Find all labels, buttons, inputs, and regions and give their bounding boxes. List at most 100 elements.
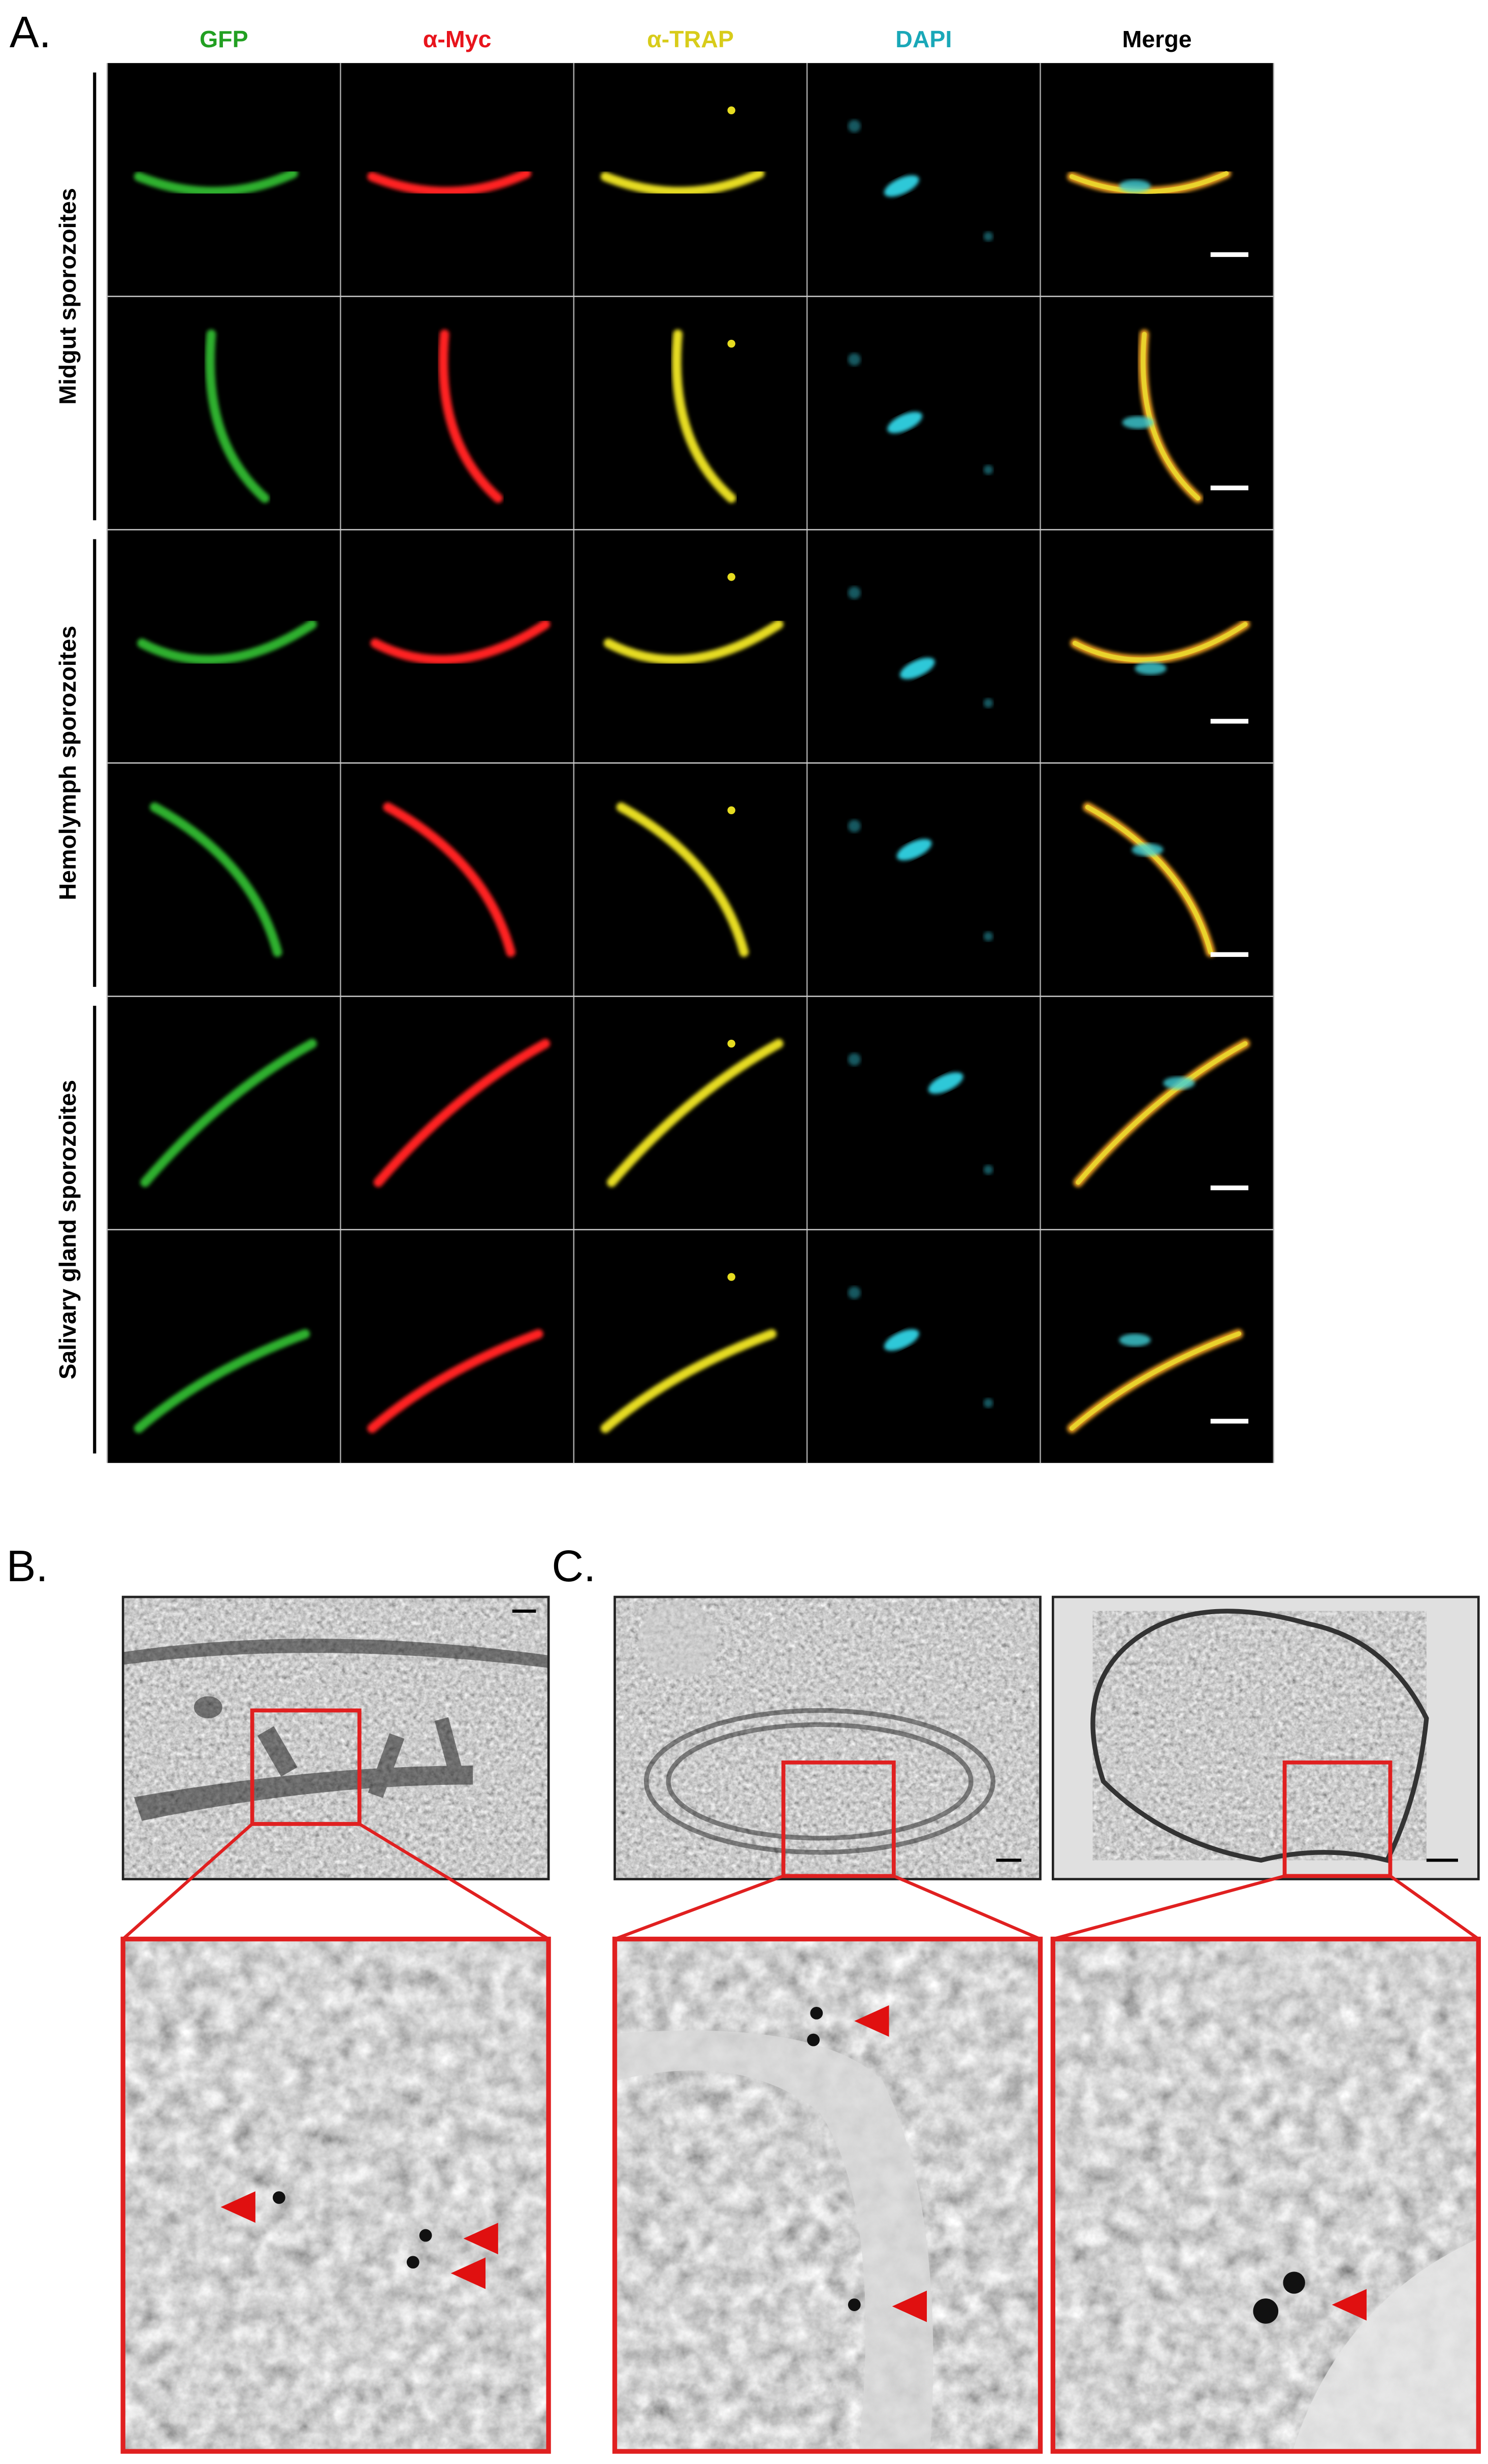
micrograph-background [573,763,807,997]
speck [727,1273,735,1281]
sporozoite [603,619,784,665]
scale-bar [1210,952,1249,957]
nucleus [896,839,932,860]
panel-label: A. [10,8,51,57]
sporozoite [600,169,765,197]
sporozoite-overlay [1069,1331,1242,1431]
micrograph-background [1040,763,1274,997]
nucleus [887,411,922,433]
speck [727,339,735,348]
em-zoom-image [614,1939,1041,2452]
micrograph [1040,763,1274,997]
micrograph [107,529,341,763]
column-header: Merge [1122,26,1192,52]
fluorescence-grid [106,63,1275,1463]
micrograph [1040,1229,1274,1463]
arrowheads [220,2191,498,2289]
micrograph-background [340,296,574,530]
column-header: α-Myc [423,26,492,52]
sporozoite [140,1039,317,1188]
scale-bar [1210,485,1249,491]
debris [983,698,993,708]
micrograph [573,1229,807,1463]
row-group-label: Salivary gland sporozoites [54,1080,81,1380]
speck [727,573,735,581]
row-group-label: Midgut sporozoites [54,188,81,405]
sporozoite [367,1329,544,1433]
micrograph [1040,529,1274,763]
zoom-line [122,1822,253,1940]
em-panel-b [120,1595,551,2454]
micrograph-background [107,296,341,530]
scale-bar [1210,719,1249,724]
sporozoite [600,1329,778,1433]
em-zoom-image [123,1939,549,2452]
sporozoite [671,329,736,503]
sporozoite [367,169,532,197]
micrograph [340,1229,574,1463]
micrograph [340,296,574,530]
micrograph [807,996,1041,1230]
micrograph [1040,296,1274,530]
sporozoite-overlay [1076,1041,1248,1185]
micrograph [807,529,1041,763]
sporozoite [149,802,282,957]
speck [727,806,735,815]
nucleus [1131,843,1163,856]
micrograph-background [807,529,1041,763]
debris [848,353,861,366]
sporozoite [383,802,515,957]
nucleus [1135,662,1167,675]
sporozoite [606,1039,784,1188]
micrograph-background [107,763,341,997]
micrograph-background [807,296,1041,530]
micrograph [340,763,574,997]
sporozoite [373,1039,551,1188]
zoom-box [250,1708,362,1826]
sporozoite-overlay [1085,805,1213,955]
gold-particles [273,2191,432,2269]
micrograph-background [1040,996,1274,1230]
micrograph [1040,63,1274,297]
gold-particles [807,2006,1305,2324]
zoom-box [1282,1760,1393,1878]
debris [983,465,993,475]
micrograph [107,63,341,297]
micrograph [573,296,807,530]
sporozoite [205,329,270,503]
debris [848,1053,861,1066]
micrograph-background [107,996,341,1230]
micrograph [340,63,574,297]
nucleus [1119,1333,1151,1347]
micrograph [340,529,574,763]
speck [727,106,735,115]
debris [983,232,993,241]
micrograph [807,763,1041,997]
micrograph [107,296,341,530]
zoom-line [359,1822,549,1941]
em-structures [123,1639,549,1821]
em-panel-c [612,1595,1481,2454]
sporozoite [438,329,503,503]
debris [983,932,993,941]
micrograph [573,529,807,763]
debris [848,819,861,833]
micrograph [107,1229,341,1463]
sporozoite-overlay [1073,622,1248,662]
debris [983,1165,993,1175]
micrograph-background [573,296,807,530]
sporozoite [137,619,317,665]
micrograph-background [807,1229,1041,1463]
row-group-label: Hemolymph sporozoites [54,626,81,901]
micrograph [573,63,807,297]
micrograph-background [807,996,1041,1230]
micrograph-background [340,996,574,1230]
micrograph [573,996,807,1230]
column-header: DAPI [895,26,952,52]
scale-bar [1210,1185,1249,1191]
scale-bar [1210,1419,1249,1424]
micrograph [1040,996,1274,1230]
nucleus [900,657,935,680]
micrograph-background [807,63,1041,297]
